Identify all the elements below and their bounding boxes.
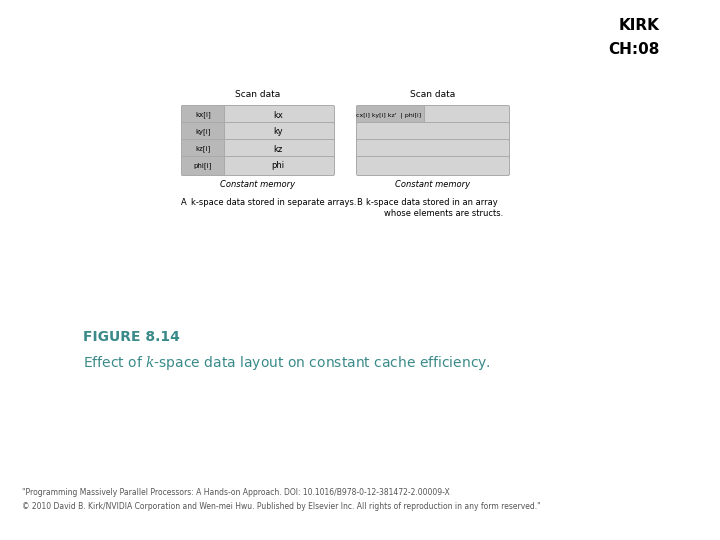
Text: kz[i]: kz[i] <box>195 146 211 152</box>
Text: ky: ky <box>273 127 283 137</box>
FancyBboxPatch shape <box>181 139 225 159</box>
FancyBboxPatch shape <box>181 123 225 141</box>
Text: kx[i]: kx[i] <box>195 112 211 118</box>
FancyBboxPatch shape <box>181 105 335 125</box>
Text: k-space data stored in an array: k-space data stored in an array <box>366 198 498 207</box>
FancyBboxPatch shape <box>356 157 510 176</box>
FancyBboxPatch shape <box>181 105 225 125</box>
Text: kx: kx <box>273 111 283 119</box>
Text: © 2010 David B. Kirk/NVIDIA Corporation and Wen-mei Hwu. Published by Elsevier I: © 2010 David B. Kirk/NVIDIA Corporation … <box>22 502 541 511</box>
FancyBboxPatch shape <box>356 123 510 141</box>
Text: KIRK: KIRK <box>619 18 660 33</box>
Text: Effect of $k$-space data layout on constant cache efficiency.: Effect of $k$-space data layout on const… <box>83 354 491 372</box>
Text: k-space data stored in separate arrays.: k-space data stored in separate arrays. <box>191 198 356 207</box>
Text: Constant memory: Constant memory <box>395 180 471 189</box>
Text: B: B <box>356 198 362 207</box>
Text: Constant memory: Constant memory <box>220 180 296 189</box>
Text: kz: kz <box>274 145 283 153</box>
Text: whose elements are structs.: whose elements are structs. <box>384 209 503 218</box>
Text: ky[i]: ky[i] <box>195 129 211 136</box>
FancyBboxPatch shape <box>356 105 510 125</box>
Text: A: A <box>181 198 186 207</box>
FancyBboxPatch shape <box>181 139 335 159</box>
FancyBboxPatch shape <box>181 157 225 176</box>
Text: cx[i] ky[i] kz'  | phi[i]: cx[i] ky[i] kz' | phi[i] <box>356 112 425 118</box>
Text: phi[i]: phi[i] <box>194 163 212 170</box>
FancyBboxPatch shape <box>356 105 425 125</box>
FancyBboxPatch shape <box>181 157 335 176</box>
FancyBboxPatch shape <box>181 123 335 141</box>
Text: "Programming Massively Parallel Processors: A Hands-on Approach. DOI: 10.1016/B9: "Programming Massively Parallel Processo… <box>22 488 450 497</box>
Text: phi: phi <box>271 161 284 171</box>
FancyBboxPatch shape <box>356 139 510 159</box>
Text: CH:08: CH:08 <box>608 42 660 57</box>
Text: Scan data: Scan data <box>235 90 281 99</box>
Text: FIGURE 8.14: FIGURE 8.14 <box>83 330 180 344</box>
Text: Scan data: Scan data <box>410 90 456 99</box>
